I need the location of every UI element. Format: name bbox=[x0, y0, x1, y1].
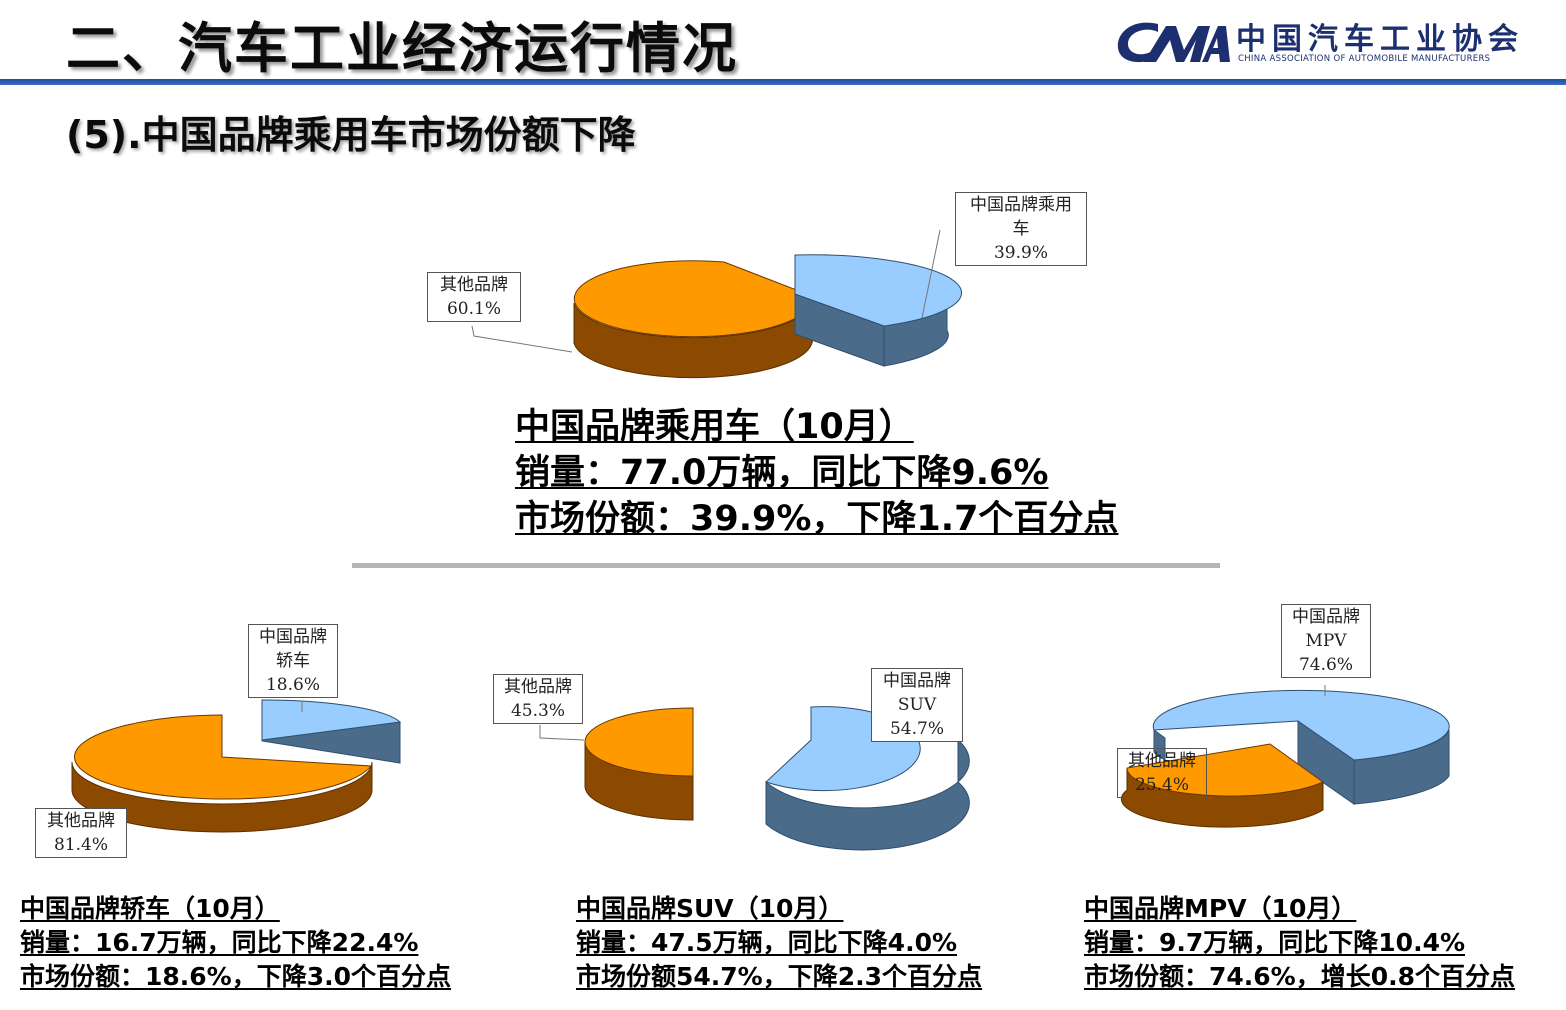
data-label-line: 车 bbox=[1012, 219, 1030, 239]
caam-logo-icon bbox=[1117, 22, 1230, 63]
data-label-line: SUV bbox=[897, 695, 937, 715]
caption-line: 市场份额：18.6%，下降3.0个百分点 bbox=[20, 962, 452, 991]
section-divider bbox=[352, 563, 1220, 568]
caption-line: 市场份额：39.9%，下降1.7个百分点 bbox=[515, 499, 1119, 539]
data-label-line: 其他品牌 bbox=[504, 677, 572, 697]
caption-line: 销量：47.5万辆，同比下降4.0% bbox=[576, 928, 958, 957]
data-label-suv-other: 其他品牌 45.3% bbox=[493, 674, 583, 724]
data-label-line: 39.9% bbox=[993, 243, 1048, 263]
data-label-line: 中国品牌 bbox=[1292, 607, 1360, 627]
caption-sedan: 中国品牌轿车（10月） 销量：16.7万辆，同比下降22.4% 市场份额：18.6%… bbox=[20, 892, 451, 994]
caption-passenger: 中国品牌乘用车（10月） 销量：77.0万辆，同比下降9.6% 市场份额：39.9%… bbox=[515, 404, 1118, 542]
data-label-line: 中国品牌 bbox=[883, 671, 951, 691]
slice-passenger-china bbox=[794, 254, 963, 367]
data-label-line: 轿车 bbox=[276, 651, 310, 671]
data-label-line: 81.4% bbox=[53, 835, 108, 855]
slice-mpv-other bbox=[1120, 743, 1324, 828]
caption-mpv: 中国品牌MPV（10月） 销量：9.7万辆，同比下降10.4% 市场份额：74.6%… bbox=[1084, 892, 1515, 994]
data-label-line: MPV bbox=[1305, 631, 1347, 651]
slice-sedan-china bbox=[261, 699, 402, 764]
header-divider bbox=[0, 79, 1566, 85]
data-label-line: 中国品牌 bbox=[259, 627, 327, 647]
caption-suv: 中国品牌SUV（10月） 销量：47.5万辆，同比下降4.0% 市场份额54.7%，… bbox=[576, 892, 982, 994]
caption-line: 中国品牌乘用车（10月） bbox=[515, 407, 914, 447]
section-subtitle: (5).中国品牌乘用车市场份额下降 bbox=[66, 113, 636, 157]
slice-mpv-china bbox=[1152, 689, 1450, 805]
data-label-suv-china: 中国品牌 SUV 54.7% bbox=[871, 668, 963, 742]
caption-line: 销量：16.7万辆，同比下降22.4% bbox=[20, 928, 419, 957]
data-label-line: 54.7% bbox=[889, 719, 944, 739]
data-label-sedan-other: 其他品牌 81.4% bbox=[35, 808, 127, 858]
data-label-line: 其他品牌 bbox=[1128, 751, 1196, 771]
data-label-line: 中国品牌乘用 bbox=[970, 195, 1072, 215]
caption-line: 销量：77.0万辆，同比下降9.6% bbox=[515, 453, 1049, 493]
data-label-line: 74.6% bbox=[1298, 655, 1353, 675]
pie-passenger bbox=[471, 229, 963, 379]
data-label-line: 60.1% bbox=[446, 299, 501, 319]
slice-passenger-other bbox=[573, 260, 813, 379]
data-label-passenger-china: 中国品牌乘用车 39.9% bbox=[955, 192, 1087, 266]
data-label-line: 其他品牌 bbox=[440, 275, 508, 295]
slice-sedan-other bbox=[71, 714, 373, 833]
data-label-passenger-other: 其他品牌 60.1% bbox=[427, 272, 521, 322]
caption-line: 销量：9.7万辆，同比下降10.4% bbox=[1084, 928, 1466, 957]
caption-line: 市场份额54.7%，下降2.3个百分点 bbox=[576, 962, 983, 991]
logo-chinese-name: 中国汽车工业协会 bbox=[1236, 22, 1524, 57]
page-title: 二、汽车工业经济运行情况 bbox=[66, 17, 738, 80]
data-label-mpv-china: 中国品牌 MPV 74.6% bbox=[1281, 604, 1371, 678]
slice-suv-other bbox=[584, 707, 694, 821]
data-label-line: 18.6% bbox=[265, 675, 320, 695]
logo-english-name: CHINA ASSOCIATION OF AUTOMOBILE MANUFACT… bbox=[1238, 54, 1491, 64]
data-label-line: 其他品牌 bbox=[47, 811, 115, 831]
data-label-line: 45.3% bbox=[510, 701, 565, 721]
pie-mpv bbox=[1120, 685, 1450, 828]
caption-line: 市场份额：74.6%，增长0.8个百分点 bbox=[1084, 962, 1516, 991]
caption-line: 中国品牌轿车（10月） bbox=[20, 894, 280, 923]
data-label-line: 25.4% bbox=[1134, 775, 1189, 795]
data-label-mpv-other: 其他品牌 25.4% bbox=[1117, 748, 1207, 798]
data-label-sedan-china: 中国品牌轿车 18.6% bbox=[248, 624, 338, 698]
caption-line: 中国品牌MPV（10月） bbox=[1084, 894, 1357, 923]
caption-line: 中国品牌SUV（10月） bbox=[576, 894, 844, 923]
pie-sedan bbox=[71, 699, 402, 833]
logo: 中国汽车工业协会 CHINA ASSOCIATION OF AUTOMOBILE… bbox=[1114, 14, 1554, 70]
